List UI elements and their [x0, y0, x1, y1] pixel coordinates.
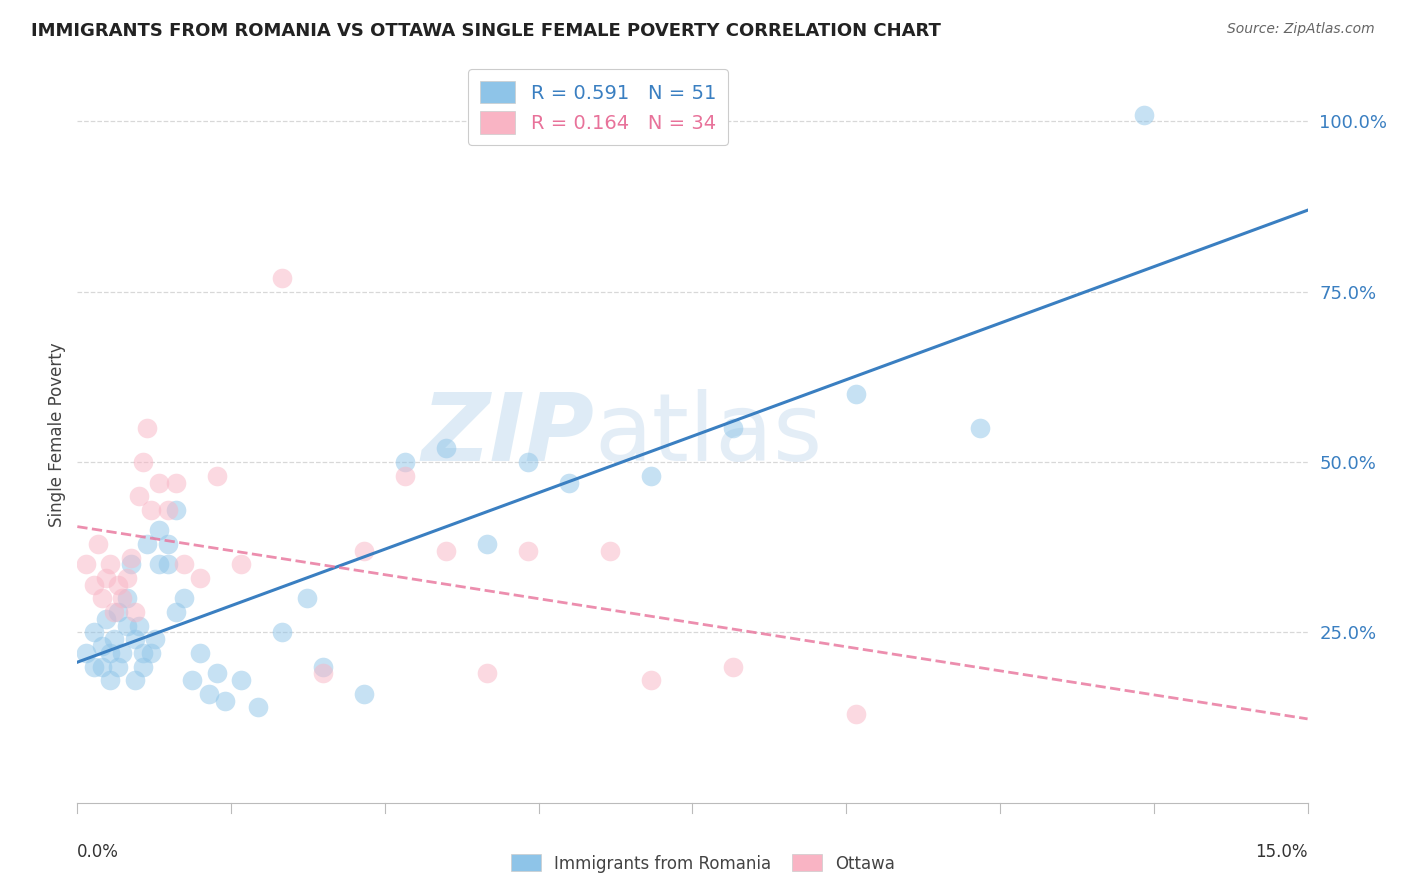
Point [231, 673, 253, 688]
Point [353, 543, 375, 558]
Point [124, 632, 146, 647]
Point [517, 455, 540, 469]
Point [111, 646, 134, 660]
Point [165, 605, 187, 619]
Point [90, 659, 114, 673]
Point [558, 475, 581, 490]
Point [188, 646, 212, 660]
Point [107, 578, 129, 592]
Point [136, 537, 159, 551]
Point [115, 571, 138, 585]
Point [845, 707, 868, 722]
Point [353, 687, 375, 701]
Text: ZIP: ZIP [422, 389, 595, 481]
Text: atlas: atlas [595, 389, 823, 481]
Point [83, 578, 105, 592]
Point [477, 537, 499, 551]
Point [75, 558, 97, 572]
Point [83, 659, 105, 673]
Text: 0.0%: 0.0% [77, 843, 120, 862]
Point [205, 666, 228, 681]
Point [640, 468, 662, 483]
Text: 15.0%: 15.0% [1256, 843, 1308, 862]
Point [165, 475, 187, 490]
Point [156, 503, 179, 517]
Point [188, 571, 212, 585]
Point [141, 503, 163, 517]
Point [132, 646, 155, 660]
Point [214, 693, 236, 707]
Point [103, 605, 125, 619]
Point [436, 442, 458, 456]
Point [148, 475, 170, 490]
Point [136, 421, 159, 435]
Point [436, 543, 458, 558]
Point [969, 421, 991, 435]
Point [173, 591, 195, 606]
Point [115, 618, 138, 632]
Point [124, 673, 146, 688]
Point [132, 659, 155, 673]
Legend: Immigrants from Romania, Ottawa: Immigrants from Romania, Ottawa [505, 847, 901, 880]
Point [312, 666, 335, 681]
Point [143, 632, 166, 647]
Point [98, 558, 121, 572]
Point [115, 591, 138, 606]
Legend: R = 0.591   N = 51, R = 0.164   N = 34: R = 0.591 N = 51, R = 0.164 N = 34 [468, 70, 728, 145]
Point [845, 387, 868, 401]
Point [83, 625, 105, 640]
Point [132, 455, 155, 469]
Point [723, 659, 745, 673]
Point [128, 489, 150, 503]
Point [205, 468, 228, 483]
Point [98, 673, 121, 688]
Point [165, 503, 187, 517]
Point [141, 646, 163, 660]
Point [148, 523, 170, 537]
Point [312, 659, 335, 673]
Point [517, 543, 540, 558]
Point [103, 632, 125, 647]
Point [107, 659, 129, 673]
Point [271, 271, 294, 285]
Point [156, 537, 179, 551]
Point [394, 468, 416, 483]
Point [94, 571, 117, 585]
Point [94, 612, 117, 626]
Point [98, 646, 121, 660]
Point [120, 558, 142, 572]
Point [120, 550, 142, 565]
Point [173, 558, 195, 572]
Point [271, 625, 294, 640]
Y-axis label: Single Female Poverty: Single Female Poverty [48, 343, 66, 527]
Point [75, 646, 97, 660]
Text: Source: ZipAtlas.com: Source: ZipAtlas.com [1227, 22, 1375, 37]
Point [148, 558, 170, 572]
Point [197, 687, 219, 701]
Point [477, 666, 499, 681]
Point [124, 605, 146, 619]
Point [231, 558, 253, 572]
Point [599, 543, 621, 558]
Point [640, 673, 662, 688]
Point [723, 421, 745, 435]
Point [246, 700, 269, 714]
Point [394, 455, 416, 469]
Text: IMMIGRANTS FROM ROMANIA VS OTTAWA SINGLE FEMALE POVERTY CORRELATION CHART: IMMIGRANTS FROM ROMANIA VS OTTAWA SINGLE… [31, 22, 941, 40]
Point [128, 618, 150, 632]
Point [111, 591, 134, 606]
Point [87, 537, 110, 551]
Point [90, 591, 114, 606]
Point [295, 591, 318, 606]
Point [181, 673, 204, 688]
Point [107, 605, 129, 619]
Point [1132, 107, 1154, 121]
Point [156, 558, 179, 572]
Point [90, 639, 114, 653]
